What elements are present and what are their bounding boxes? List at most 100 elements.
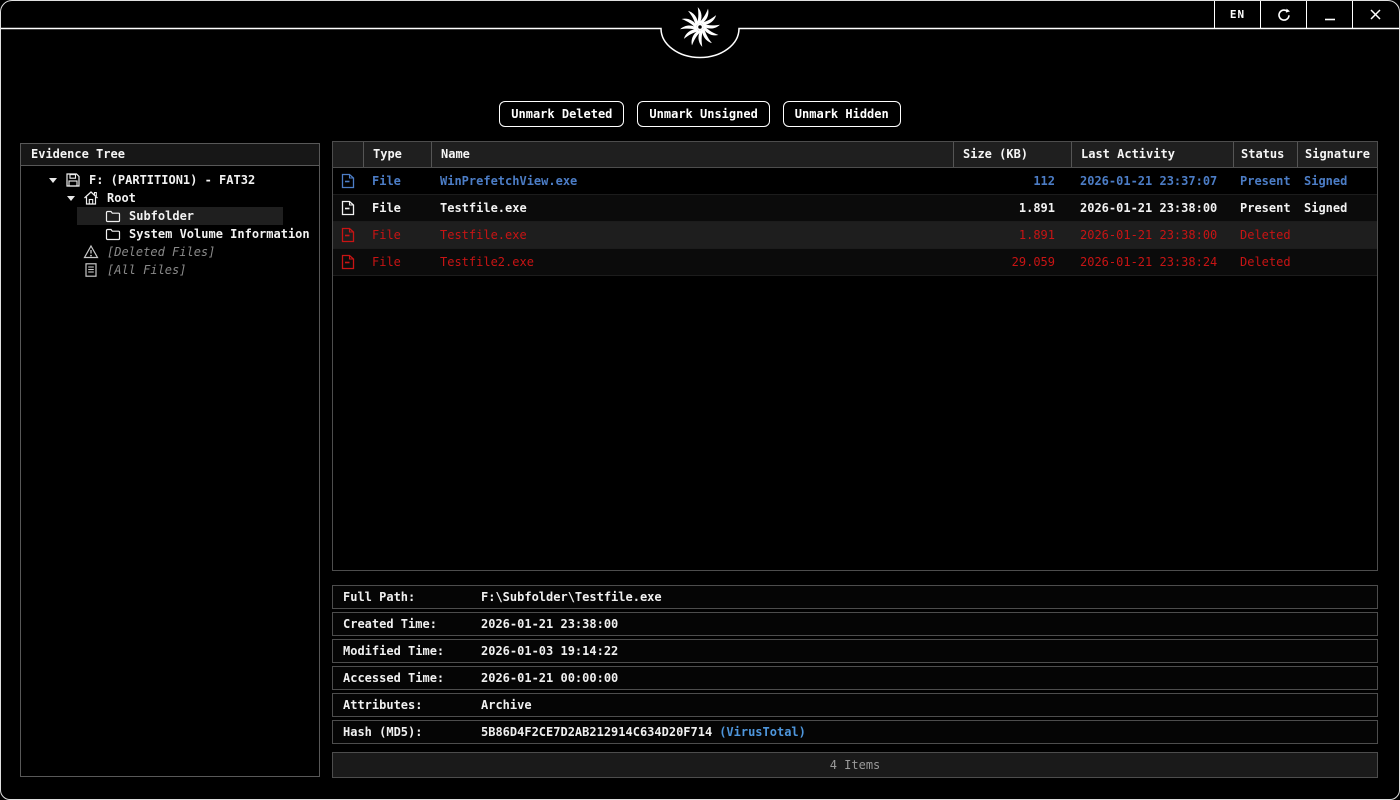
cell-type: File [372,255,401,269]
tree-item-label: [Deleted Files] [107,245,216,259]
unmark-hidden-button[interactable]: Unmark Hidden [782,101,901,127]
window-controls: EN [1214,1,1398,28]
cell-name: WinPrefetchView.exe [440,174,578,188]
cell-name: Testfile.exe [440,228,527,242]
cell-size: 1.891 [1018,201,1055,215]
unmark-unsigned-button[interactable]: Unmark Unsigned [637,101,770,127]
cell-name: Testfile2.exe [440,255,534,269]
cell-status: Present [1240,174,1291,188]
detail-value: F:\Subfolder\Testfile.exe [481,590,662,604]
virustotal-link[interactable]: (VirusTotal) [719,725,806,739]
detail-label: Accessed Time: [343,671,445,685]
detail-value: Archive [481,698,532,712]
tree-item-deleted-files[interactable]: [Deleted Files] [21,243,319,261]
table-row[interactable]: File Testfile.exe 1.891 2026-01-21 23:38… [333,195,1377,222]
header-status[interactable]: Status [1233,142,1297,167]
tree-item-partition[interactable]: F: (PARTITION1) - FAT32 [21,171,319,189]
file-icon [341,173,355,189]
tree-item-subfolder[interactable]: Subfolder [21,207,319,225]
header-name[interactable]: Name [431,142,953,167]
expand-arrow-icon[interactable] [49,177,57,183]
tree-item-label: [All Files] [107,263,187,277]
tree-item-root[interactable]: Root [21,189,319,207]
cell-name: Testfile.exe [440,201,527,215]
expand-arrow-icon[interactable] [67,195,75,201]
item-count: 4 Items [829,758,881,772]
refresh-icon [1277,8,1290,21]
tree-item-all-files[interactable]: [All Files] [21,261,319,279]
file-details-pane: Full Path: F:\Subfolder\Testfile.exe Cre… [332,585,1378,747]
detail-row-full-path: Full Path: F:\Subfolder\Testfile.exe [332,585,1378,609]
cell-size: 1.891 [1018,228,1055,242]
cell-signature: Signed [1304,201,1348,215]
minimize-icon [1324,18,1335,20]
status-bar: 4 Items [332,752,1378,778]
detail-value: 2026-01-21 00:00:00 [481,671,619,685]
cell-status: Present [1240,201,1291,215]
tree-item-label: F: (PARTITION1) - FAT32 [89,173,256,187]
detail-label: Created Time: [343,617,437,631]
minimize-button[interactable] [1306,1,1352,28]
tree-item-label: System Volume Information [129,227,310,241]
folder-icon [105,228,121,241]
tree-item-label: Subfolder [129,209,195,223]
cell-type: File [372,174,401,188]
detail-value: 5B86D4F2CE7D2AB212914C634D20F714 [481,725,713,739]
detail-row-attributes: Attributes: Archive [332,693,1378,717]
cell-status: Deleted [1240,255,1291,269]
close-icon [1370,9,1381,20]
header-signature[interactable]: Signature [1297,142,1377,167]
tree-item-system-volume-information[interactable]: System Volume Information [21,225,319,243]
folder-icon [105,210,121,223]
cell-last-activity: 2026-01-21 23:38:00 [1080,201,1218,215]
file-table: Type Name Size (KB) Last Activity Status… [332,141,1378,571]
list-icon [85,263,97,277]
close-button[interactable] [1352,1,1398,28]
detail-label: Full Path: [343,590,416,604]
file-icon [341,200,355,216]
file-icon [341,254,355,270]
evidence-tree-panel: Evidence Tree F: (PARTITION1) - FAT32 [20,143,320,777]
filter-toolbar: Unmark Deleted Unmark Unsigned Unmark Hi… [0,101,1400,127]
file-table-header: Type Name Size (KB) Last Activity Status… [333,142,1377,168]
cell-signature [1297,222,1377,248]
cell-signature [1297,249,1377,275]
cell-type: File [372,201,401,215]
table-row[interactable]: File Testfile.exe 1.891 2026-01-21 23:38… [333,222,1377,249]
header-type[interactable]: Type [363,142,431,167]
title-bar: EN [0,0,1400,59]
table-row[interactable]: File WinPrefetchView.exe 112 2026-01-21 … [333,168,1377,195]
app-logo-swirl-icon [676,3,724,51]
cell-size: 112 [1033,174,1055,188]
refresh-button[interactable] [1260,1,1306,28]
detail-value: 2026-01-21 23:38:00 [481,617,619,631]
cell-last-activity: 2026-01-21 23:38:24 [1080,255,1218,269]
cell-last-activity: 2026-01-21 23:37:07 [1080,174,1218,188]
table-row[interactable]: File Testfile2.exe 29.059 2026-01-21 23:… [333,249,1377,276]
language-button[interactable]: EN [1214,1,1260,28]
warning-icon [83,244,99,259]
detail-value: 2026-01-03 19:14:22 [481,644,619,658]
header-last-activity[interactable]: Last Activity [1071,142,1233,167]
file-icon [341,227,355,243]
detail-label: Modified Time: [343,644,445,658]
cell-signature: Signed [1304,174,1348,188]
detail-label: Attributes: [343,698,423,712]
detail-row-created-time: Created Time: 2026-01-21 23:38:00 [332,612,1378,636]
home-icon [84,191,98,205]
tree-item-label: Root [107,191,136,205]
header-icon-column [333,142,363,167]
cell-type: File [372,228,401,242]
detail-row-accessed-time: Accessed Time: 2026-01-21 00:00:00 [332,666,1378,690]
cell-last-activity: 2026-01-21 23:38:00 [1080,228,1218,242]
detail-row-modified-time: Modified Time: 2026-01-03 19:14:22 [332,639,1378,663]
cell-status: Deleted [1240,228,1291,242]
header-size[interactable]: Size (KB) [953,142,1071,167]
evidence-tree-title: Evidence Tree [21,144,319,166]
detail-row-hash-md5: Hash (MD5): 5B86D4F2CE7D2AB212914C634D20… [332,720,1378,744]
cell-size: 29.059 [1011,255,1055,269]
evidence-tree: F: (PARTITION1) - FAT32 Root Subfolder [21,166,319,279]
detail-label: Hash (MD5): [343,725,423,739]
unmark-deleted-button[interactable]: Unmark Deleted [499,101,625,127]
